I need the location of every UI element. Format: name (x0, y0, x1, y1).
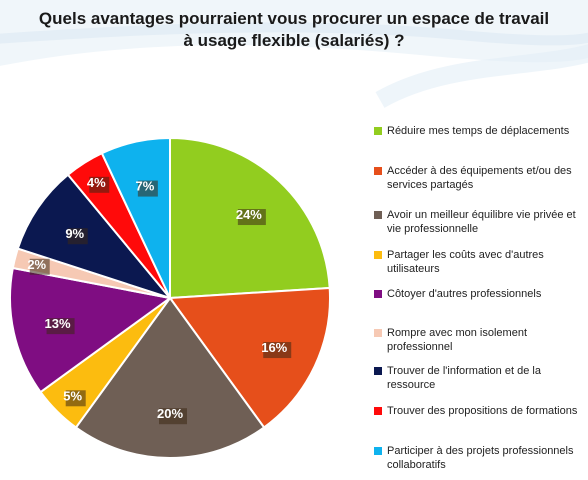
pie-slice-7 (16, 173, 173, 301)
legend-label: Avoir un meilleur équilibre vie privée e… (387, 209, 576, 235)
label-shadow (263, 342, 292, 359)
legend-swatch (374, 407, 382, 415)
legend-swatch (374, 211, 382, 219)
slice-value-text: 9% (65, 226, 84, 241)
chart-title: Quels avantages pourraient vous procurer… (0, 8, 588, 52)
label-shadow (159, 408, 187, 425)
slice-value-label-9: 7% (135, 179, 158, 197)
slice-value-text: 4% (87, 175, 106, 190)
label-shadow (137, 180, 158, 197)
label-shadow (46, 318, 75, 335)
legend-swatch (374, 167, 382, 175)
slice-value-text: 16% (261, 340, 287, 355)
legend-swatch (374, 127, 382, 135)
label-shadow (29, 258, 50, 275)
legend-label: Trouver de l'information et de la ressou… (387, 365, 541, 391)
legend-label: Réduire mes temps de déplacements (387, 125, 570, 137)
slice-value-text: 20% (157, 406, 183, 421)
slice-value-label-8: 4% (87, 175, 110, 193)
legend-label: Participer à des projets professionnels … (387, 445, 574, 471)
pie-slice-3 (74, 296, 266, 459)
slice-value-text: 7% (135, 179, 154, 194)
pie-slice-2 (168, 286, 331, 429)
legend-label: Rompre avec mon isolement professionnel (387, 327, 528, 353)
legend-label: Accéder à des équipements et/ou des serv… (387, 165, 572, 191)
pie-slice-9 (100, 136, 171, 299)
slice-value-label-4: 5% (63, 388, 86, 407)
pie-slice-5 (9, 266, 173, 394)
slice-value-text: 24% (236, 207, 262, 222)
legend-swatch (374, 329, 382, 337)
label-shadow (65, 390, 86, 407)
slice-value-text: 13% (45, 316, 71, 331)
slice-value-label-1: 24% (236, 207, 266, 226)
legend-swatch (374, 290, 382, 298)
label-shadow (89, 176, 110, 193)
chart-title-line-2: à usage flexible (salariés) ? (183, 31, 405, 50)
label-shadow (237, 209, 266, 226)
legend-swatch (374, 447, 382, 455)
slice-value-label-7: 9% (65, 226, 88, 245)
legend-label: Partager les coûts avec d'autres utilisa… (387, 249, 544, 275)
slice-value-text: 5% (63, 388, 82, 403)
legend-label: Côtoyer d'autres professionnels (387, 288, 542, 300)
slice-value-text: 2% (27, 257, 46, 272)
legend-swatch (374, 367, 382, 375)
slice-value-label-6: 2% (27, 257, 50, 275)
legend-label: Trouver des propositions de formations (387, 405, 578, 417)
label-shadow (67, 228, 88, 245)
slice-value-label-3: 20% (157, 406, 187, 425)
slice-value-label-2: 16% (261, 340, 292, 359)
chart-title-line-1: Quels avantages pourraient vous procurer… (38, 9, 550, 28)
legend-swatch (374, 251, 382, 259)
slice-value-label-5: 13% (45, 316, 75, 335)
